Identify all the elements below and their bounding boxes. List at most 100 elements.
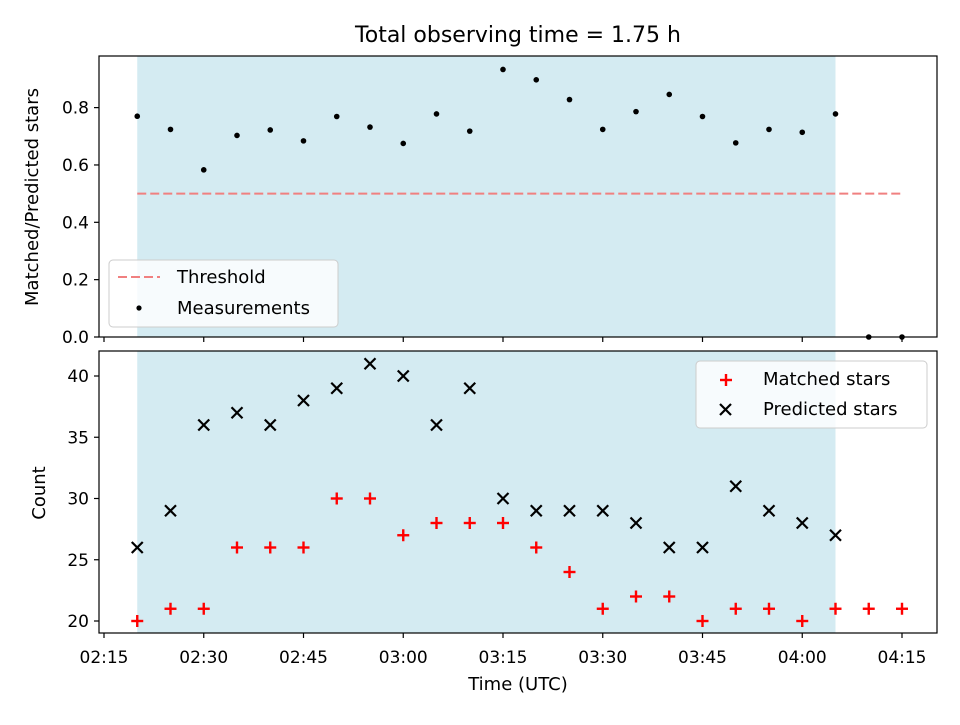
predicted-point (130, 541, 144, 554)
predicted-point (263, 418, 277, 432)
predicted-point-stroke (563, 504, 576, 518)
top-x-ticks (103, 337, 903, 342)
y-tick-label: 0.0 (62, 328, 89, 348)
matched-point (463, 517, 476, 529)
measurement-point (433, 111, 440, 117)
matched-point (131, 615, 144, 627)
measurement-point (500, 66, 506, 73)
predicted-point-stroke (363, 357, 377, 371)
legend-predicted-label: Predicted stars (763, 399, 897, 420)
predicted-point (330, 381, 344, 395)
matched-point (763, 602, 775, 615)
measurement-point (367, 124, 373, 130)
measurement-point (167, 126, 174, 133)
predicted-point (297, 394, 310, 407)
matched-point (796, 615, 809, 627)
measurement-point (766, 126, 772, 133)
predicted-point-stroke (596, 504, 610, 518)
bottom-panel: 20 25 30 35 40 02:15 02:30 02:45 03:00 03:15 03:3… (29, 350, 938, 695)
predicted-point (230, 406, 244, 420)
y-tick-label: 40 (67, 367, 89, 387)
bottom-y-axis-label: Count (29, 466, 50, 519)
predicted-point-stroke (130, 541, 144, 554)
measurement-point (300, 138, 307, 144)
predicted-point (463, 381, 477, 395)
predicted-point (795, 516, 809, 530)
predicted-point (662, 541, 676, 554)
x-tick-label: 03:00 (379, 648, 428, 668)
matched-point (430, 517, 443, 529)
predicted-point-stroke (496, 492, 510, 505)
predicted-point (629, 516, 643, 530)
measurement-point (666, 91, 673, 98)
x-tick-label: 04:00 (778, 648, 827, 668)
y-tick-label: 35 (67, 428, 89, 448)
matched-point (630, 590, 642, 603)
measurement-point (234, 132, 240, 139)
matched-point (563, 566, 576, 578)
matched-point (264, 541, 277, 554)
bottom-y-ticks: 20 25 30 35 40 (67, 367, 99, 632)
matched-point (829, 602, 842, 615)
top-plot-frame (98, 55, 938, 338)
predicted-point-stroke (164, 504, 177, 518)
top-y-ticks: 0.0 0.2 0.4 0.6 0.8 (62, 99, 99, 348)
measurement-point (699, 113, 706, 120)
legend-matched-label: Matched stars (763, 369, 890, 390)
matched-point (364, 492, 376, 505)
matched-point (862, 602, 875, 615)
matched-point (197, 602, 210, 615)
measurement-point (267, 127, 274, 133)
y-tick-label: 0.6 (62, 156, 89, 176)
matched-point (164, 602, 177, 615)
predicted-point-stroke (729, 479, 743, 493)
predicted-point-stroke (197, 418, 211, 432)
matched-point (663, 590, 676, 603)
bottom-x-ticks: 02:15 02:30 02:45 03:00 03:15 03:30 03:45 04:00… (80, 633, 927, 668)
bottom-legend: Matched stars Predicted stars (695, 360, 928, 429)
predicted-point-stroke (529, 504, 543, 518)
legend-measurements-swatch (136, 305, 142, 311)
predicted-point-stroke (696, 541, 709, 554)
y-tick-label: 20 (67, 612, 89, 632)
measurement-point (599, 126, 606, 133)
measurement-point (200, 167, 207, 173)
x-axis-label: Time (UTC) (467, 674, 568, 695)
predicted-point-stroke (297, 394, 310, 407)
x-tick-label: 03:15 (479, 648, 528, 668)
matched-point (231, 541, 243, 554)
matched-point (397, 529, 410, 542)
y-tick-label: 0.8 (62, 99, 89, 119)
x-tick-label: 03:30 (578, 648, 627, 668)
predicted-point (563, 504, 576, 518)
measurement-point (134, 113, 141, 120)
measurement-point (533, 76, 540, 83)
matched-point (896, 602, 908, 615)
measurement-point (400, 140, 407, 147)
count-points (130, 357, 908, 627)
legend-measurements-label: Measurements (177, 298, 310, 319)
y-tick-label: 30 (67, 490, 89, 510)
x-tick-label: 03:45 (678, 648, 727, 668)
matched-point (497, 517, 509, 529)
matched-point (696, 615, 709, 627)
predicted-point-stroke (795, 516, 809, 530)
top-panel: 0.0 0.2 0.4 0.6 0.8 Total observing time = 1… (22, 23, 938, 348)
predicted-point (596, 504, 610, 518)
bottom-legend-box (695, 360, 928, 429)
measurement-point (799, 129, 806, 136)
predicted-point (729, 479, 743, 493)
measurement-point (466, 128, 473, 134)
legend-threshold-label: Threshold (176, 267, 266, 288)
legend-predicted-swatch (719, 403, 732, 416)
legend-matched-swatch (720, 374, 732, 386)
predicted-point (696, 541, 709, 554)
y-tick-label: 0.2 (62, 271, 89, 291)
measurement-points (134, 66, 905, 340)
predicted-point-stroke (330, 381, 344, 395)
predicted-point-stroke (829, 528, 842, 542)
matched-point (729, 602, 742, 615)
top-legend: Threshold Measurements (108, 259, 339, 328)
predicted-point (363, 357, 377, 371)
